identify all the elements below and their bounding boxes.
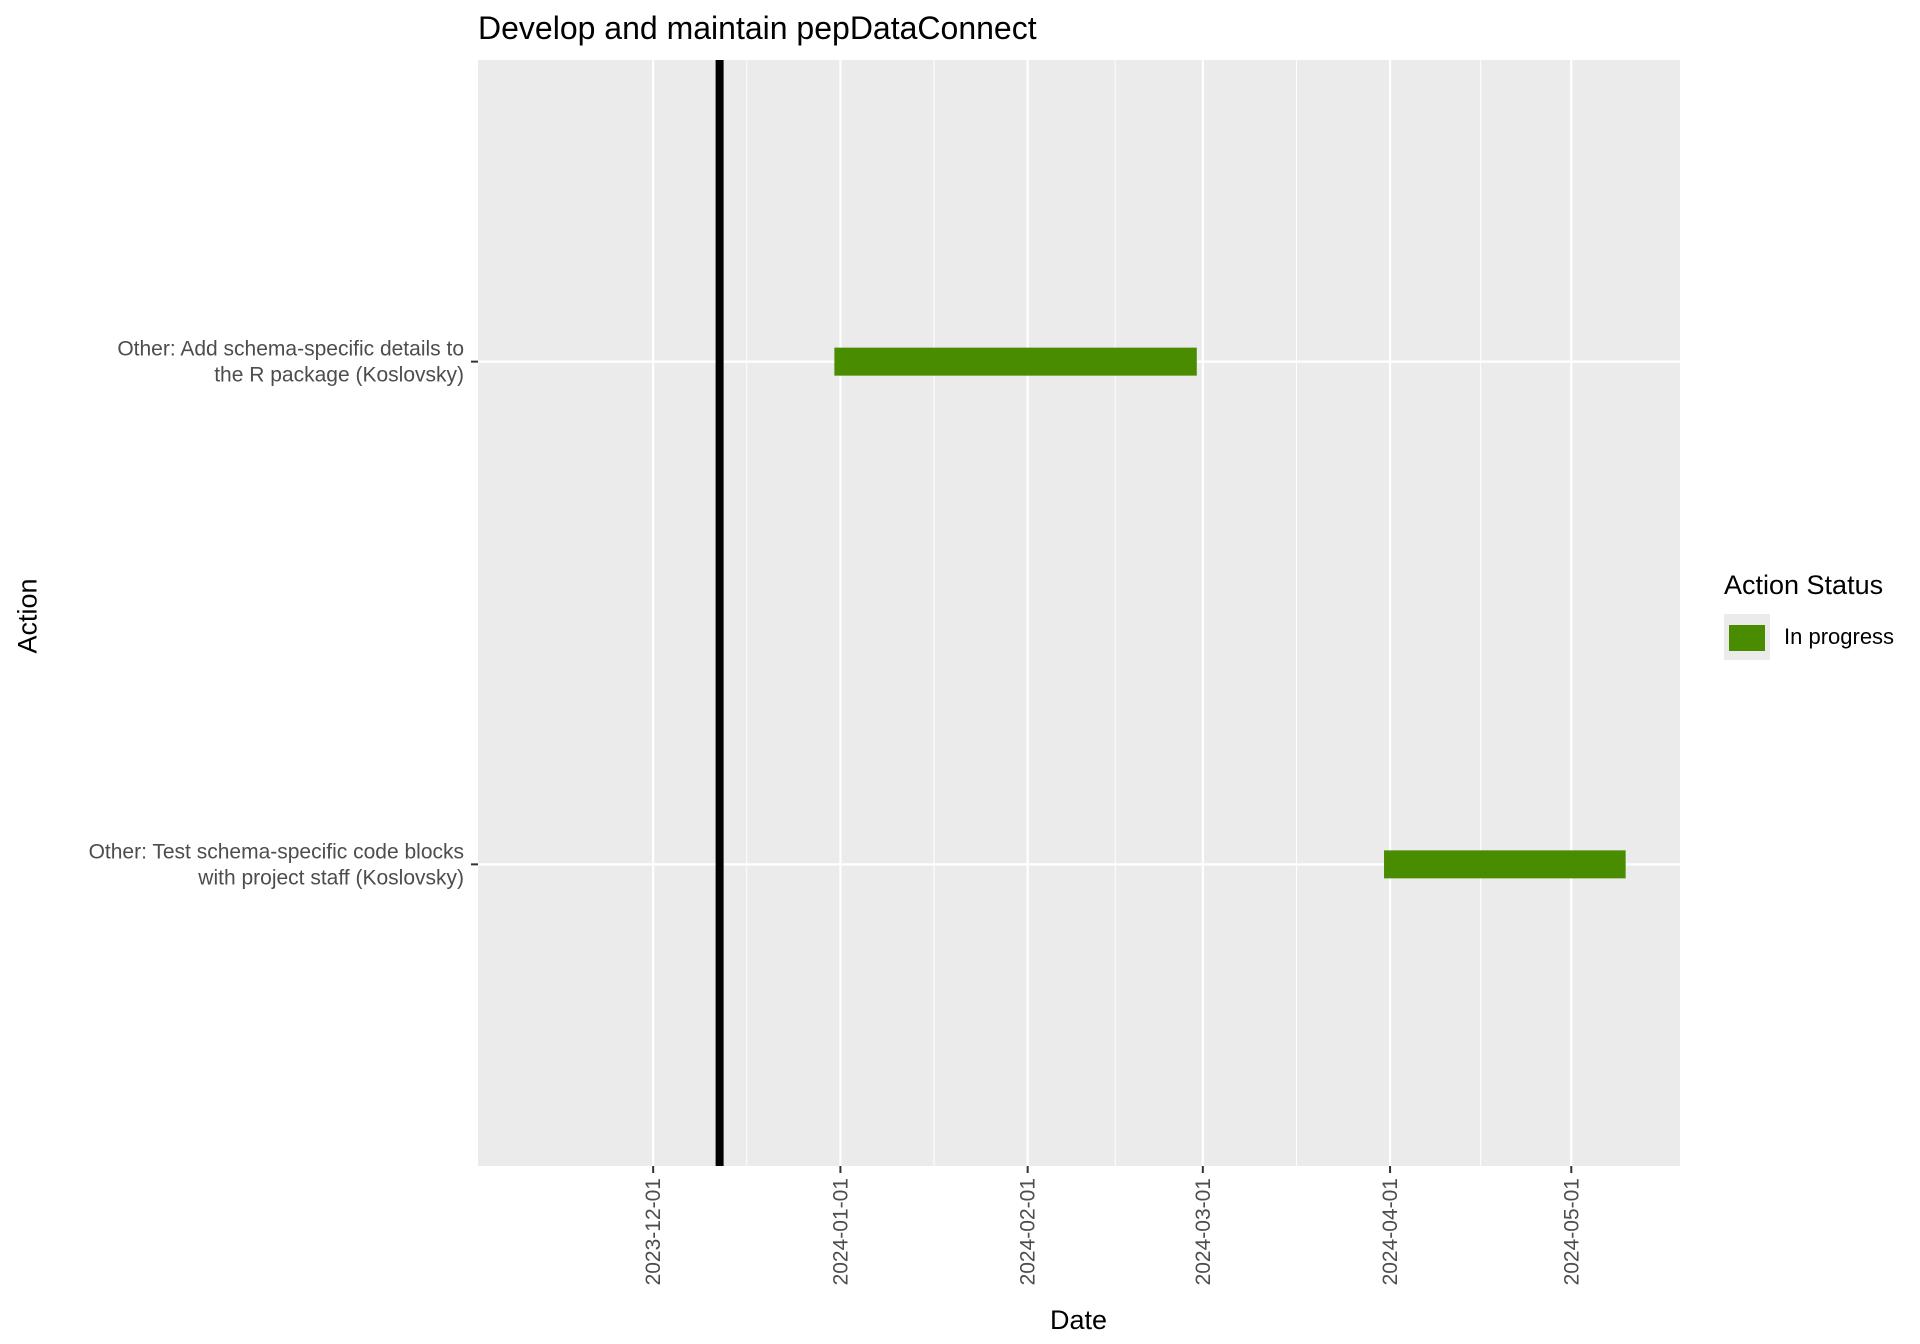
x-tick-label: 2024-04-01 [1379, 1178, 1402, 1285]
task-bar [1384, 850, 1626, 879]
legend-swatch [1729, 625, 1765, 651]
y-tick-label: Other: Add schema-specific details to the… [117, 338, 464, 387]
x-tick-label: 2024-02-01 [1017, 1178, 1040, 1285]
x-tick-label: 2024-05-01 [1560, 1178, 1583, 1285]
legend-title: Action Status [1724, 570, 1884, 600]
x-tick-label: 2024-01-01 [829, 1178, 852, 1285]
task-bar [834, 347, 1197, 376]
x-axis-title: Date [1050, 1305, 1108, 1335]
chart-title: Develop and maintain pepDataConnect [478, 10, 1037, 46]
y-tick-label-line: with project staff (Koslovsky) [197, 866, 464, 889]
plot-panel [478, 60, 1680, 1166]
legend: Action Status In progress [1724, 570, 1894, 660]
y-axis-title: Action [12, 578, 43, 654]
y-tick-label-line: Other: Test schema-specific code blocks [89, 840, 464, 863]
legend-key-background [1724, 614, 1770, 660]
y-tick-label-line: the R package (Koslovsky) [214, 364, 464, 387]
y-tick-label-line: Other: Add schema-specific details to [117, 338, 464, 361]
task-bars [834, 347, 1626, 879]
legend-item-in-progress: In progress [1724, 614, 1894, 660]
x-tick-label: 2024-03-01 [1192, 1178, 1215, 1285]
x-tick-label: 2023-12-01 [642, 1178, 665, 1285]
legend-label: In progress [1784, 624, 1895, 649]
y-tick-label: Other: Test schema-specific code blocks w… [89, 840, 464, 889]
axes: 2023-12-01 2024-01-01 2024-02-01 2024-03-01… [89, 338, 1584, 1286]
